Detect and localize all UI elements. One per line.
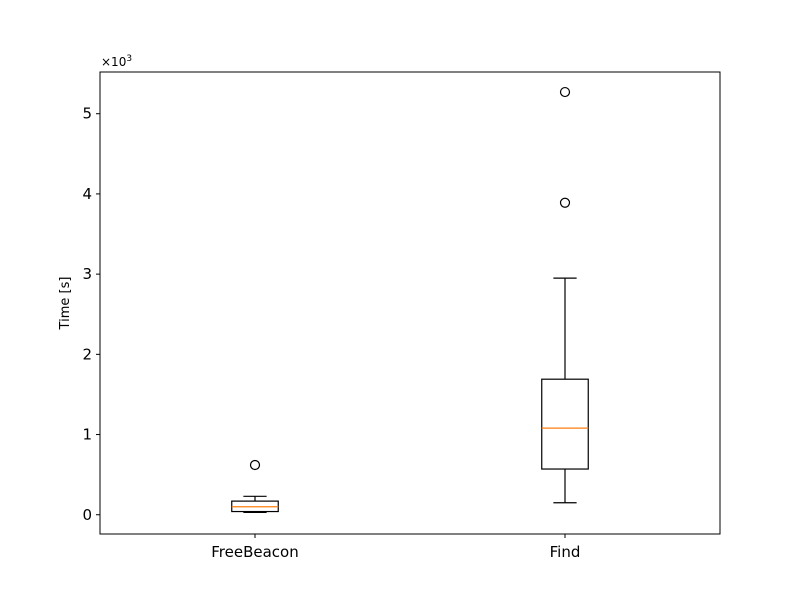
y-tick-label: 0 (82, 506, 92, 524)
y-axis-multiplier: ×103 (101, 54, 132, 69)
outlier-point (559, 197, 571, 208)
y-axis-label: Time [s] (58, 277, 73, 331)
y-axis-multiplier-base: ×10 (101, 55, 126, 69)
x-tick-label: Find (550, 543, 581, 561)
y-axis-multiplier-exponent: 3 (126, 54, 132, 64)
y-tick-label: 2 (82, 345, 92, 363)
y-tick-label: 5 (82, 105, 92, 123)
y-tick-label: 3 (82, 265, 92, 283)
outlier-point (249, 459, 261, 471)
box-find (541, 86, 589, 504)
x-tick-label: FreeBeacon (211, 543, 298, 561)
outlier-point (559, 86, 571, 98)
y-tick-label: 4 (82, 185, 92, 203)
box-freebeacon (231, 459, 279, 513)
plot-area-frame (99, 71, 721, 535)
y-tick-label: 1 (82, 426, 92, 444)
iqr-box (541, 378, 589, 470)
